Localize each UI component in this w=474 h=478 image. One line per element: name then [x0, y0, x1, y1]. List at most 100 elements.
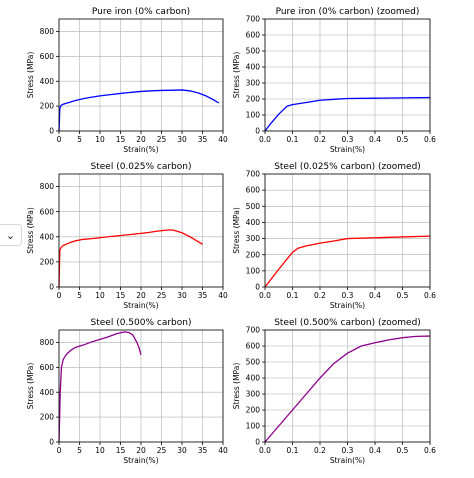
- x-tick-label: 30: [177, 291, 187, 300]
- x-tick-label: 35: [198, 291, 208, 300]
- x-axis-label: Strain(%): [123, 301, 158, 310]
- y-tick-label: 200: [246, 250, 261, 259]
- x-tick-label: 30: [177, 135, 187, 144]
- x-tick-label: 40: [218, 446, 228, 455]
- x-tick-label: 30: [177, 446, 187, 455]
- x-axis-label: Strain(%): [330, 145, 365, 154]
- x-tick-label: 10: [95, 135, 105, 144]
- y-axis-label: Stress (MPa): [232, 363, 241, 410]
- series-line-0: [264, 335, 431, 443]
- x-tick-label: 0.1: [287, 291, 299, 300]
- chart-panel-1: 0.0 0.1 0.2 0.3 0.4 0.5 0.6 0 100 200 300 400 500 600…: [232, 7, 436, 154]
- y-axis-label: Stress (MPa): [232, 207, 241, 254]
- y-tick-label: 0: [255, 127, 260, 136]
- x-tick-label: 0.5: [397, 446, 409, 455]
- y-axis-label: Stress (MPa): [26, 363, 35, 410]
- x-tick-label: 35: [198, 446, 208, 455]
- x-tick-label: 20: [136, 291, 146, 300]
- y-tick-label: 600: [40, 363, 55, 372]
- y-tick-label: 800: [40, 182, 55, 191]
- x-tick-label: 0.2: [314, 446, 326, 455]
- x-tick-label: 0.1: [287, 135, 299, 144]
- x-tick-label: 25: [157, 291, 167, 300]
- x-tick-label: 15: [116, 446, 126, 455]
- x-tick-label: 10: [95, 291, 105, 300]
- y-tick-label: 200: [246, 406, 261, 415]
- x-tick-label: 40: [218, 135, 228, 144]
- y-tick-label: 0: [49, 438, 54, 447]
- series-line-0: [264, 96, 431, 132]
- x-tick-label: 0.4: [369, 135, 381, 144]
- y-tick-label: 800: [40, 27, 55, 36]
- x-axis-label: Strain(%): [330, 301, 365, 310]
- y-tick-label: 600: [40, 52, 55, 61]
- y-tick-label: 600: [40, 207, 55, 216]
- y-tick-label: 300: [246, 79, 261, 88]
- x-tick-label: 0.6: [424, 446, 436, 455]
- x-tick-label: 0.5: [397, 291, 409, 300]
- y-tick-label: 800: [40, 338, 55, 347]
- x-tick-label: 35: [198, 135, 208, 144]
- y-tick-label: 300: [246, 234, 261, 243]
- series-line-0: [264, 235, 431, 288]
- chart-title: Steel (0.500% carbon): [91, 318, 192, 328]
- y-tick-label: 200: [246, 95, 261, 104]
- y-tick-label: 300: [246, 390, 261, 399]
- y-tick-label: 700: [246, 326, 261, 335]
- x-tick-label: 15: [116, 135, 126, 144]
- x-tick-label: 25: [157, 446, 167, 455]
- y-tick-label: 0: [49, 127, 54, 136]
- chart-title: Pure iron (0% carbon) (zoomed): [276, 7, 420, 17]
- x-tick-label: 25: [157, 135, 167, 144]
- y-tick-label: 500: [246, 202, 261, 211]
- collapse-toggle-button[interactable]: ⌄: [0, 224, 22, 246]
- x-tick-label: 0.3: [342, 291, 354, 300]
- y-tick-label: 500: [246, 358, 261, 367]
- x-tick-label: 0.4: [369, 291, 381, 300]
- x-tick-label: 5: [77, 135, 82, 144]
- x-tick-label: 20: [136, 135, 146, 144]
- x-axis-label: Strain(%): [123, 145, 158, 154]
- y-tick-label: 0: [255, 438, 260, 447]
- y-tick-label: 700: [246, 170, 261, 179]
- x-tick-label: 0.3: [342, 446, 354, 455]
- x-tick-label: 0.2: [314, 135, 326, 144]
- chart-title: Steel (0.025% carbon) (zoomed): [274, 162, 421, 172]
- x-tick-label: 0.6: [424, 291, 436, 300]
- x-tick-label: 0: [57, 291, 62, 300]
- y-tick-label: 100: [246, 111, 261, 120]
- y-tick-label: 200: [40, 413, 55, 422]
- x-tick-label: 0.4: [369, 446, 381, 455]
- y-tick-label: 400: [40, 388, 55, 397]
- x-axis-label: Strain(%): [123, 456, 158, 465]
- y-tick-label: 100: [246, 422, 261, 431]
- x-tick-label: 0.3: [342, 135, 354, 144]
- series-line-0: [58, 331, 142, 443]
- x-tick-label: 0.6: [424, 135, 436, 144]
- x-tick-label: 0.1: [287, 446, 299, 455]
- y-axis-label: Stress (MPa): [232, 52, 241, 99]
- chart-panel-3: 0.0 0.1 0.2 0.3 0.4 0.5 0.6 0 100 200 300 400 500 600…: [232, 162, 436, 310]
- y-tick-label: 600: [246, 342, 261, 351]
- y-tick-label: 200: [40, 102, 55, 111]
- x-tick-label: 20: [136, 446, 146, 455]
- y-tick-label: 400: [246, 63, 261, 72]
- x-tick-label: 5: [77, 446, 82, 455]
- x-tick-label: 10: [95, 446, 105, 455]
- x-tick-label: 0.5: [397, 135, 409, 144]
- x-tick-label: 0.0: [259, 446, 271, 455]
- series-line-0: [58, 229, 203, 288]
- y-tick-label: 200: [40, 257, 55, 266]
- chart-panel-5: 0.0 0.1 0.2 0.3 0.4 0.5 0.6 0 100 200 300 400 500 600…: [232, 318, 436, 465]
- y-tick-label: 600: [246, 31, 261, 40]
- x-tick-label: 0.0: [259, 291, 271, 300]
- chart-title: Steel (0.025% carbon): [91, 162, 192, 172]
- y-tick-label: 0: [49, 283, 54, 292]
- x-tick-label: 5: [77, 291, 82, 300]
- x-tick-label: 40: [218, 291, 228, 300]
- x-tick-label: 15: [116, 291, 126, 300]
- chart-title: Pure iron (0% carbon): [92, 7, 190, 17]
